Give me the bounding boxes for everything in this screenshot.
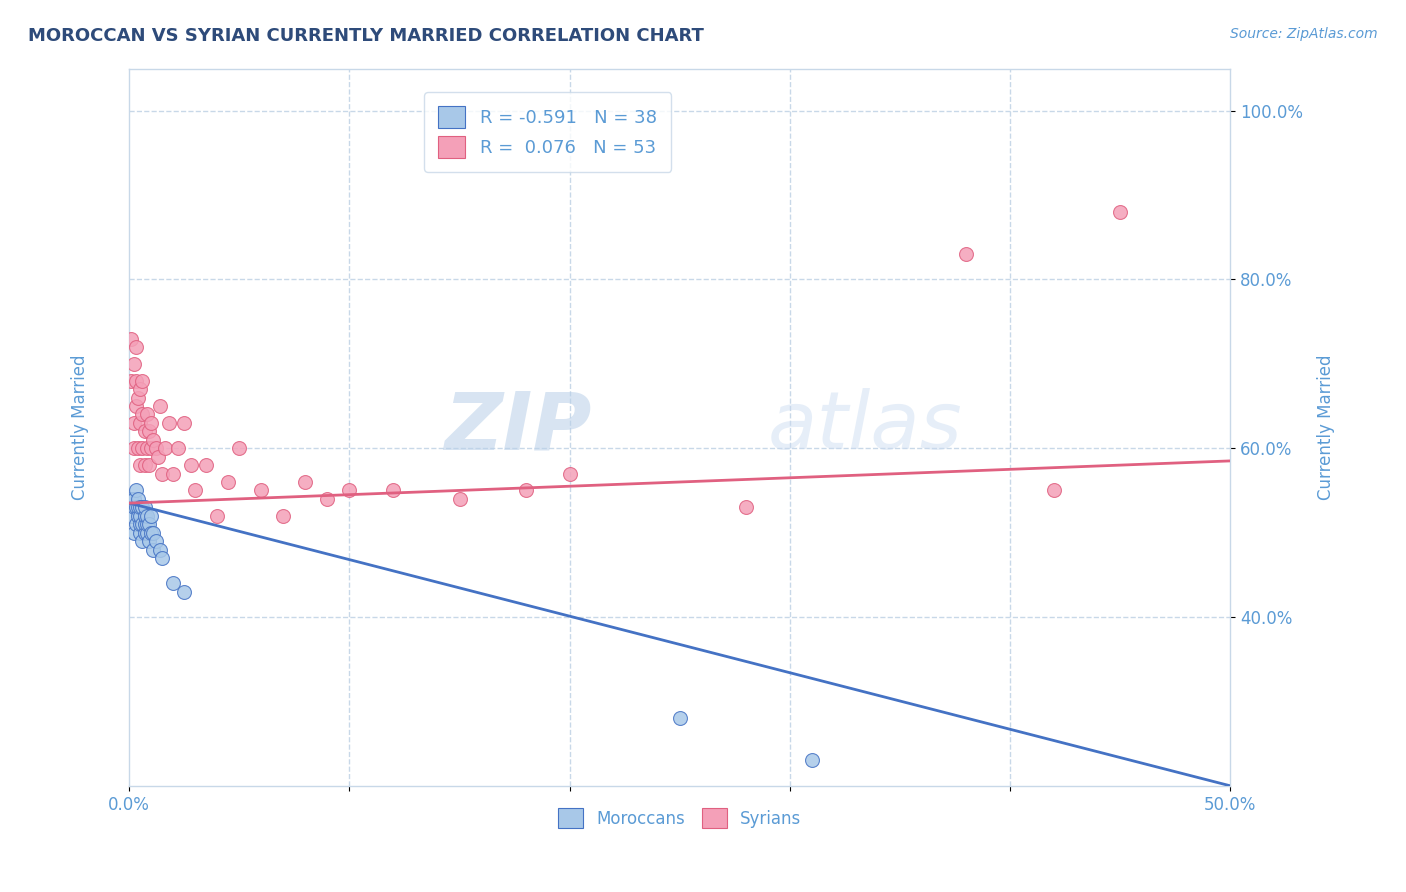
Point (138, 517, 160, 532)
Point (382, 483, 405, 498)
Point (122, 357, 145, 371)
Point (125, 340, 148, 354)
Point (250, 483, 273, 498)
Point (1043, 483, 1066, 498)
Point (150, 467, 173, 481)
Point (800, 754, 823, 768)
Text: atlas: atlas (768, 388, 963, 467)
Point (121, 508, 143, 523)
Point (135, 525, 157, 540)
Point (131, 408, 153, 422)
Point (122, 491, 145, 506)
Point (134, 458, 156, 472)
Point (135, 508, 157, 523)
Point (316, 491, 339, 506)
Point (127, 491, 149, 506)
Point (138, 534, 160, 549)
Point (134, 425, 156, 439)
Point (173, 416, 195, 430)
Point (145, 534, 167, 549)
Point (955, 247, 977, 261)
Point (162, 467, 184, 481)
Point (125, 374, 148, 388)
Point (141, 525, 163, 540)
Point (129, 525, 152, 540)
Point (149, 399, 172, 413)
Point (125, 399, 148, 413)
Point (122, 416, 145, 430)
Point (127, 442, 149, 456)
Point (135, 517, 157, 532)
Point (127, 391, 149, 405)
Point (734, 500, 756, 515)
Point (131, 534, 153, 549)
Point (515, 483, 537, 498)
Point (180, 458, 202, 472)
Point (141, 508, 163, 523)
Point (131, 500, 153, 515)
Point (129, 517, 152, 532)
Point (166, 442, 188, 456)
Point (145, 442, 167, 456)
Point (121, 374, 143, 388)
Point (339, 483, 361, 498)
Point (558, 467, 581, 481)
Point (127, 500, 149, 515)
Point (173, 584, 195, 599)
Point (129, 416, 152, 430)
Point (207, 508, 229, 523)
Text: Currently Married: Currently Married (70, 354, 89, 500)
Point (134, 517, 156, 532)
Point (131, 374, 153, 388)
Y-axis label: Currently Married: Currently Married (1317, 354, 1334, 500)
Point (121, 491, 143, 506)
Point (1109, 205, 1132, 219)
Point (153, 442, 176, 456)
Point (228, 442, 250, 456)
Point (146, 450, 169, 464)
Point (122, 442, 145, 456)
Point (125, 517, 148, 532)
Point (142, 542, 165, 557)
Point (141, 442, 163, 456)
Point (142, 433, 165, 447)
Point (125, 483, 148, 498)
Point (134, 500, 156, 515)
Point (150, 551, 173, 566)
Point (131, 442, 153, 456)
Text: Source: ZipAtlas.com: Source: ZipAtlas.com (1230, 27, 1378, 41)
Point (129, 382, 152, 396)
Point (138, 458, 160, 472)
Point (134, 508, 156, 523)
Point (138, 425, 160, 439)
Point (135, 442, 157, 456)
Text: ZIP: ZIP (444, 388, 592, 467)
Point (273, 508, 295, 523)
Point (129, 500, 152, 515)
Point (122, 500, 145, 515)
Point (149, 542, 172, 557)
Point (668, 711, 690, 725)
Point (127, 508, 149, 523)
Point (162, 576, 184, 591)
Point (125, 500, 148, 515)
Point (195, 458, 218, 472)
Point (184, 483, 207, 498)
Point (129, 508, 152, 523)
Point (135, 408, 157, 422)
Point (294, 475, 316, 489)
Legend: Moroccans, Syrians: Moroccans, Syrians (551, 801, 808, 835)
Point (122, 525, 145, 540)
Point (217, 475, 239, 489)
Point (121, 332, 143, 346)
Point (449, 491, 471, 506)
Point (131, 517, 153, 532)
Text: MOROCCAN VS SYRIAN CURRENTLY MARRIED CORRELATION CHART: MOROCCAN VS SYRIAN CURRENTLY MARRIED COR… (28, 27, 704, 45)
Point (134, 525, 156, 540)
Point (129, 458, 152, 472)
Point (141, 416, 163, 430)
Point (157, 416, 180, 430)
Point (142, 525, 165, 540)
